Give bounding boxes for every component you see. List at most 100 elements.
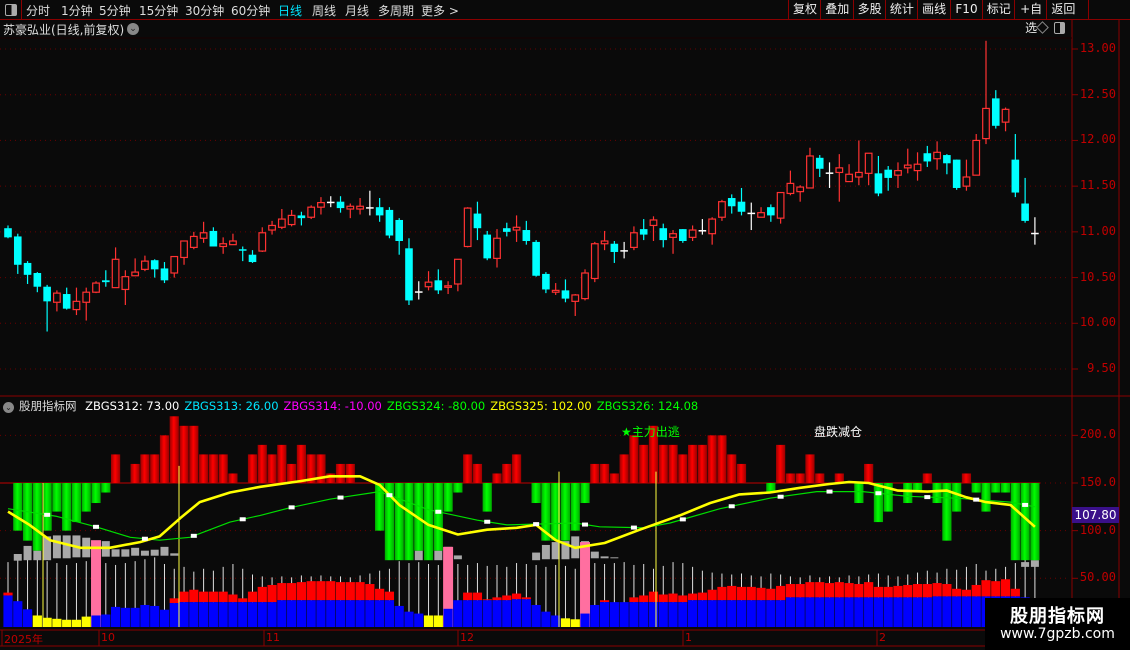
green-line-marker [582, 522, 589, 527]
green-line-marker [435, 509, 442, 514]
panel-toggle-icon[interactable] [1054, 22, 1065, 34]
candle-body-down [610, 243, 619, 252]
histogram-bar-green [482, 483, 492, 512]
chevron-down-icon[interactable]: ⌄ [127, 23, 139, 35]
candle-body-up [356, 205, 364, 210]
green-line-marker [141, 536, 148, 541]
candle-body-down [33, 273, 42, 287]
period-tab-3[interactable]: 15分钟 [139, 4, 179, 18]
candle [600, 230, 609, 251]
candle-body-up [180, 240, 188, 259]
green-line [7, 491, 1036, 541]
red-bar [648, 591, 659, 603]
red-bar [1010, 588, 1020, 597]
red-bar [688, 593, 698, 601]
histogram-bar-green [384, 483, 395, 561]
indicator-axis-label: 100.0 [1079, 522, 1116, 537]
red-bar [267, 584, 277, 603]
yellow-bar [62, 619, 72, 627]
candle [825, 162, 834, 188]
histogram-bar-green [531, 483, 541, 504]
blue-bar [326, 600, 336, 627]
price-axis-label: 12.00 [1079, 132, 1116, 147]
blue-bar [599, 602, 610, 627]
candle-body-down [375, 207, 384, 216]
toolbar-button-0[interactable]: 复权 [788, 0, 821, 19]
toolbar-button-2[interactable]: 多股 [852, 0, 886, 19]
candle [268, 220, 276, 235]
toolbar-button-5[interactable]: F10 [949, 0, 983, 19]
red-bar [903, 584, 913, 598]
period-tab-10[interactable]: 更多 > [421, 4, 459, 18]
histogram-bar-green [903, 483, 913, 504]
red-bar [257, 586, 267, 603]
chevron-down-icon[interactable]: ⌄ [3, 402, 14, 413]
histogram-bar-green [912, 483, 923, 493]
blue-bar [746, 600, 756, 627]
red-bar [326, 581, 336, 601]
toolbar-button-7[interactable]: +自选 [1014, 0, 1047, 35]
histogram-bar-red [208, 454, 218, 483]
histogram-bar-green [551, 483, 561, 541]
candle [356, 198, 364, 215]
toolbar-button-6[interactable]: 标记 [981, 0, 1015, 19]
candle-body-down [815, 157, 824, 169]
histogram-bar-red [599, 463, 610, 483]
blue-bar [394, 605, 404, 627]
toolbar-button-4[interactable]: 画线 [917, 0, 950, 19]
blue-bar [365, 600, 375, 627]
green-line-marker [679, 517, 686, 522]
candle [463, 207, 472, 248]
red-bar [766, 588, 776, 601]
red-bar [834, 582, 844, 598]
period-tab-6[interactable]: 日线 [278, 4, 303, 18]
candle [434, 269, 443, 295]
candle [238, 246, 247, 262]
candle [248, 250, 257, 263]
blue-bar [13, 601, 23, 627]
candle-body-up [141, 260, 149, 270]
blue-bar [942, 596, 952, 627]
candle [884, 166, 892, 191]
period-tab-5[interactable]: 60分钟 [231, 4, 271, 18]
indicator-name[interactable]: 股朋指标网 [19, 399, 77, 413]
panel-toggle-icon[interactable] [0, 0, 22, 19]
candle-body-down [1021, 203, 1029, 221]
histogram-bar-green [971, 483, 981, 493]
candle-body-down [532, 241, 540, 276]
candle-body-down [385, 209, 394, 236]
period-tab-1[interactable]: 1分钟 [61, 4, 93, 18]
gray-bar [33, 550, 42, 561]
red-bar [912, 584, 923, 598]
histogram-bar-green [423, 483, 434, 561]
red-bar [335, 582, 346, 601]
period-tab-4[interactable]: 30分钟 [185, 4, 225, 18]
date-label: 12 [460, 631, 474, 644]
blue-bar [179, 602, 189, 627]
gray-bar [43, 536, 52, 561]
period-tab-0[interactable]: 分时 [26, 4, 51, 18]
toolbar-button-8[interactable]: 返回 [1046, 0, 1079, 19]
period-tab-8[interactable]: 月线 [345, 4, 370, 18]
period-tab-2[interactable]: 5分钟 [99, 4, 131, 18]
indicator-axis-label: 200.0 [1079, 427, 1116, 442]
yellow-bar [42, 617, 52, 627]
blue-bar [472, 600, 483, 627]
toolbar-button-1[interactable]: 叠加 [820, 0, 853, 19]
candle [874, 155, 883, 197]
red-bar [844, 583, 854, 598]
red-bar [169, 598, 179, 604]
candle [913, 152, 922, 181]
blue-bar [922, 597, 932, 627]
candle [366, 190, 374, 216]
toolbar-button-3[interactable]: 统计 [884, 0, 918, 19]
yellow-bar [560, 618, 571, 627]
period-tab-7[interactable]: 周线 [312, 4, 337, 18]
candle [1001, 107, 1010, 132]
candle [160, 262, 169, 284]
candle-body-up [806, 155, 814, 189]
histogram-bar-red [189, 425, 199, 483]
period-tab-9[interactable]: 多周期 [378, 4, 415, 18]
blue-bar [208, 602, 218, 627]
